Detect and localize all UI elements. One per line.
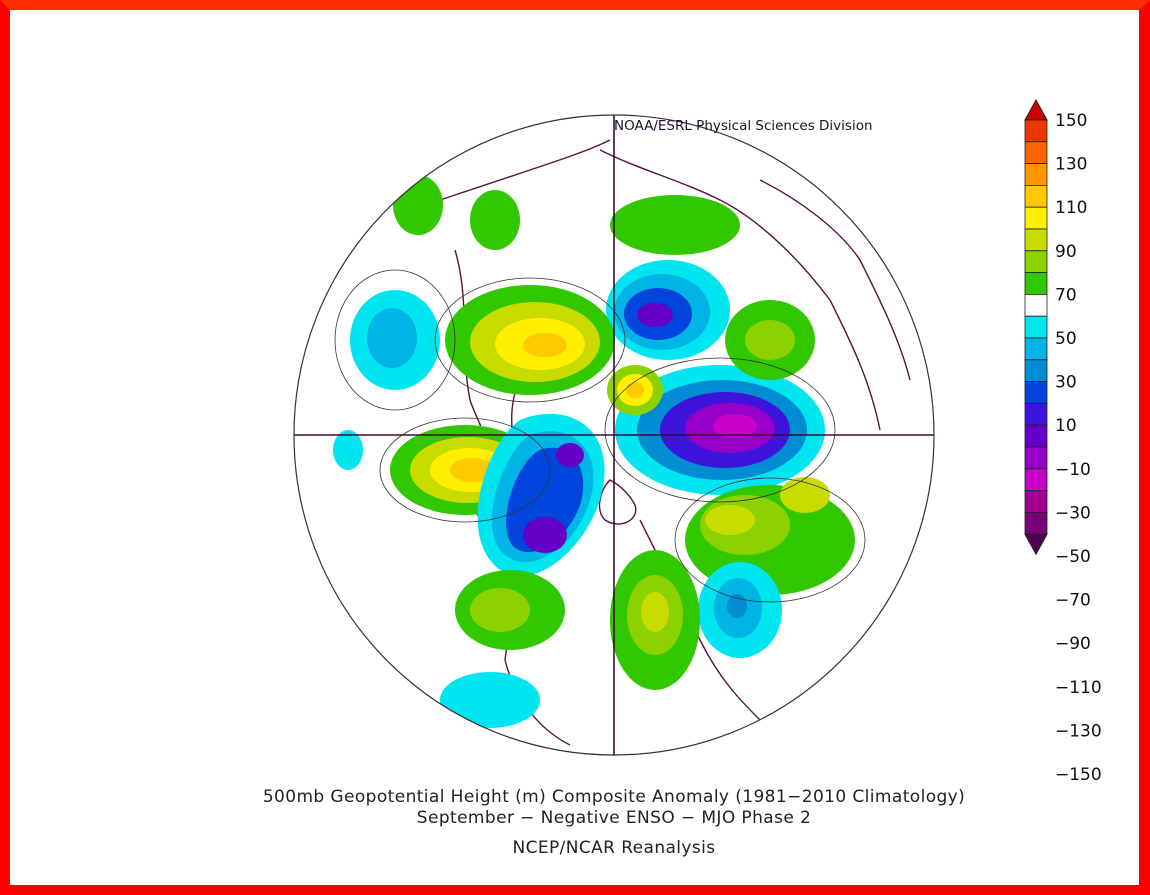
contours [334, 269, 866, 603]
colorbar-tick-label: −30 [1055, 503, 1091, 523]
caption-source: NCEP/NCAR Reanalysis [512, 838, 716, 858]
colorbar-swatch [1024, 293, 1048, 317]
anomaly-ne-asia [610, 195, 740, 255]
colorbar-swatch [1024, 359, 1048, 382]
colorbar-tick-label: 150 [1055, 111, 1087, 131]
caption-title: 500mb Geopotential Height (m) Composite … [262, 787, 966, 807]
colorbar-tick-label: 10 [1055, 416, 1077, 436]
colorbar-tick-label: −10 [1055, 460, 1091, 480]
colorbar-swatch [1024, 228, 1048, 252]
colorbar-tick-label: −50 [1055, 547, 1091, 567]
colorbar-swatch [1024, 337, 1048, 361]
anomaly-nw-atlantic [445, 285, 615, 395]
colorbar-swatch [1024, 163, 1048, 186]
anomaly-west-pacific-negative [333, 290, 540, 728]
colorbar-swatch [1024, 250, 1048, 274]
colorbar-tick-label: 30 [1055, 373, 1077, 393]
colorbar-swatch [1024, 315, 1048, 339]
anomaly-subtropical-atlantic [698, 562, 782, 658]
colorbar-swatch [1024, 119, 1048, 143]
colorbar-cap-top [1024, 98, 1048, 121]
colorbar-tick-label: −90 [1055, 634, 1091, 654]
colorbar-tick-label: −130 [1055, 721, 1102, 741]
colorbar-tick-label: 130 [1055, 155, 1087, 175]
colorbar-swatch [1024, 184, 1048, 208]
anomaly-north-america [455, 570, 565, 650]
colorbar-swatch [1024, 206, 1048, 230]
colorbar-swatch [1024, 424, 1048, 448]
colorbar-swatch [1024, 381, 1048, 404]
colorbar-swatch [1024, 490, 1048, 513]
colorbar-tick-label: −70 [1055, 591, 1091, 611]
map-border [293, 114, 935, 756]
colorbar-swatch [1024, 402, 1048, 426]
colorbar-tick-label: 110 [1055, 198, 1087, 218]
anomaly-north-atlantic-small [607, 365, 663, 415]
colorbar-tick-label: 70 [1055, 285, 1077, 305]
colorbar-swatch [1024, 446, 1048, 470]
anomaly-north-pacific [477, 413, 605, 577]
colorbar-tick-label: 90 [1055, 242, 1077, 262]
caption-subtitle: September − Negative ENSO − MJO Phase 2 [416, 808, 812, 828]
colorbar-swatch [1024, 468, 1048, 491]
colorbar-swatch [1024, 141, 1048, 165]
colorbar-cap-bottom [1024, 533, 1048, 556]
colorbar-tick-label: −150 [1055, 765, 1102, 785]
colorbar-tick-label: −110 [1055, 678, 1102, 698]
colorbar-swatch [1024, 512, 1048, 535]
anomaly-greenland [606, 260, 730, 360]
anomaly-eastern-us [610, 550, 700, 690]
colorbar-swatch [1024, 272, 1048, 295]
colorbar-tick-label: 50 [1055, 329, 1077, 349]
anomaly-siberia [615, 365, 825, 495]
credit-text: NOAA/ESRL Physical Sciences Division [614, 118, 873, 134]
